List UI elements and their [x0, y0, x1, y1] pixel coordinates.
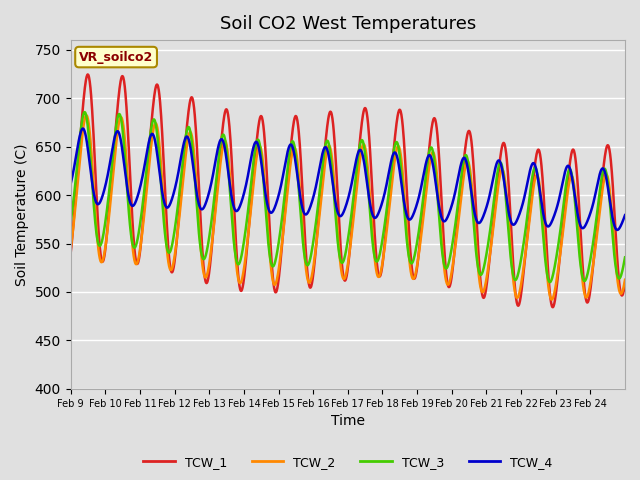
Text: VR_soilco2: VR_soilco2	[79, 50, 153, 63]
X-axis label: Time: Time	[331, 414, 365, 428]
TCW_2	[548, 297, 556, 302]
TCW_3	[449, 237, 457, 243]
Line: TCW_4: TCW_4	[70, 129, 625, 230]
TCW_1	[67, 251, 74, 256]
TCW_1	[549, 304, 557, 310]
TCW_1	[586, 290, 594, 296]
TCW_2	[586, 283, 594, 288]
TCW_3	[351, 184, 358, 190]
TCW_4	[614, 227, 621, 233]
TCW_4	[586, 212, 593, 218]
TCW_4	[351, 165, 358, 171]
TCW_4	[621, 212, 629, 218]
TCW_1	[449, 263, 457, 268]
TCW_1	[621, 280, 629, 286]
TCW_4	[166, 201, 174, 207]
TCW_2	[318, 192, 326, 197]
TCW_4	[79, 126, 86, 132]
TCW_1	[351, 194, 358, 200]
TCW_4	[449, 198, 457, 204]
TCW_3	[77, 125, 85, 131]
Line: TCW_1: TCW_1	[70, 74, 625, 307]
TCW_2	[351, 206, 358, 212]
TCW_2	[449, 261, 457, 266]
TCW_3	[546, 279, 554, 285]
Legend: TCW_1, TCW_2, TCW_3, TCW_4: TCW_1, TCW_2, TCW_3, TCW_4	[138, 451, 557, 474]
TCW_4	[67, 181, 74, 187]
TCW_3	[318, 169, 326, 175]
TCW_3	[81, 109, 88, 115]
TCW_2	[621, 277, 629, 283]
TCW_2	[67, 246, 74, 252]
Y-axis label: Soil Temperature (C): Soil Temperature (C)	[15, 143, 29, 286]
TCW_4	[77, 128, 85, 134]
TCW_2	[166, 266, 174, 272]
TCW_2	[77, 144, 85, 150]
TCW_3	[166, 249, 174, 254]
TCW_3	[67, 220, 74, 226]
TCW_4	[318, 154, 326, 160]
TCW_1	[77, 126, 85, 132]
TCW_1	[318, 181, 326, 187]
TCW_2	[83, 112, 90, 118]
TCW_3	[586, 259, 594, 264]
TCW_3	[621, 254, 629, 260]
Title: Soil CO2 West Temperatures: Soil CO2 West Temperatures	[220, 15, 476, 33]
Line: TCW_2: TCW_2	[70, 115, 625, 300]
TCW_1	[166, 264, 174, 269]
Line: TCW_3: TCW_3	[70, 112, 625, 282]
TCW_1	[84, 72, 92, 77]
